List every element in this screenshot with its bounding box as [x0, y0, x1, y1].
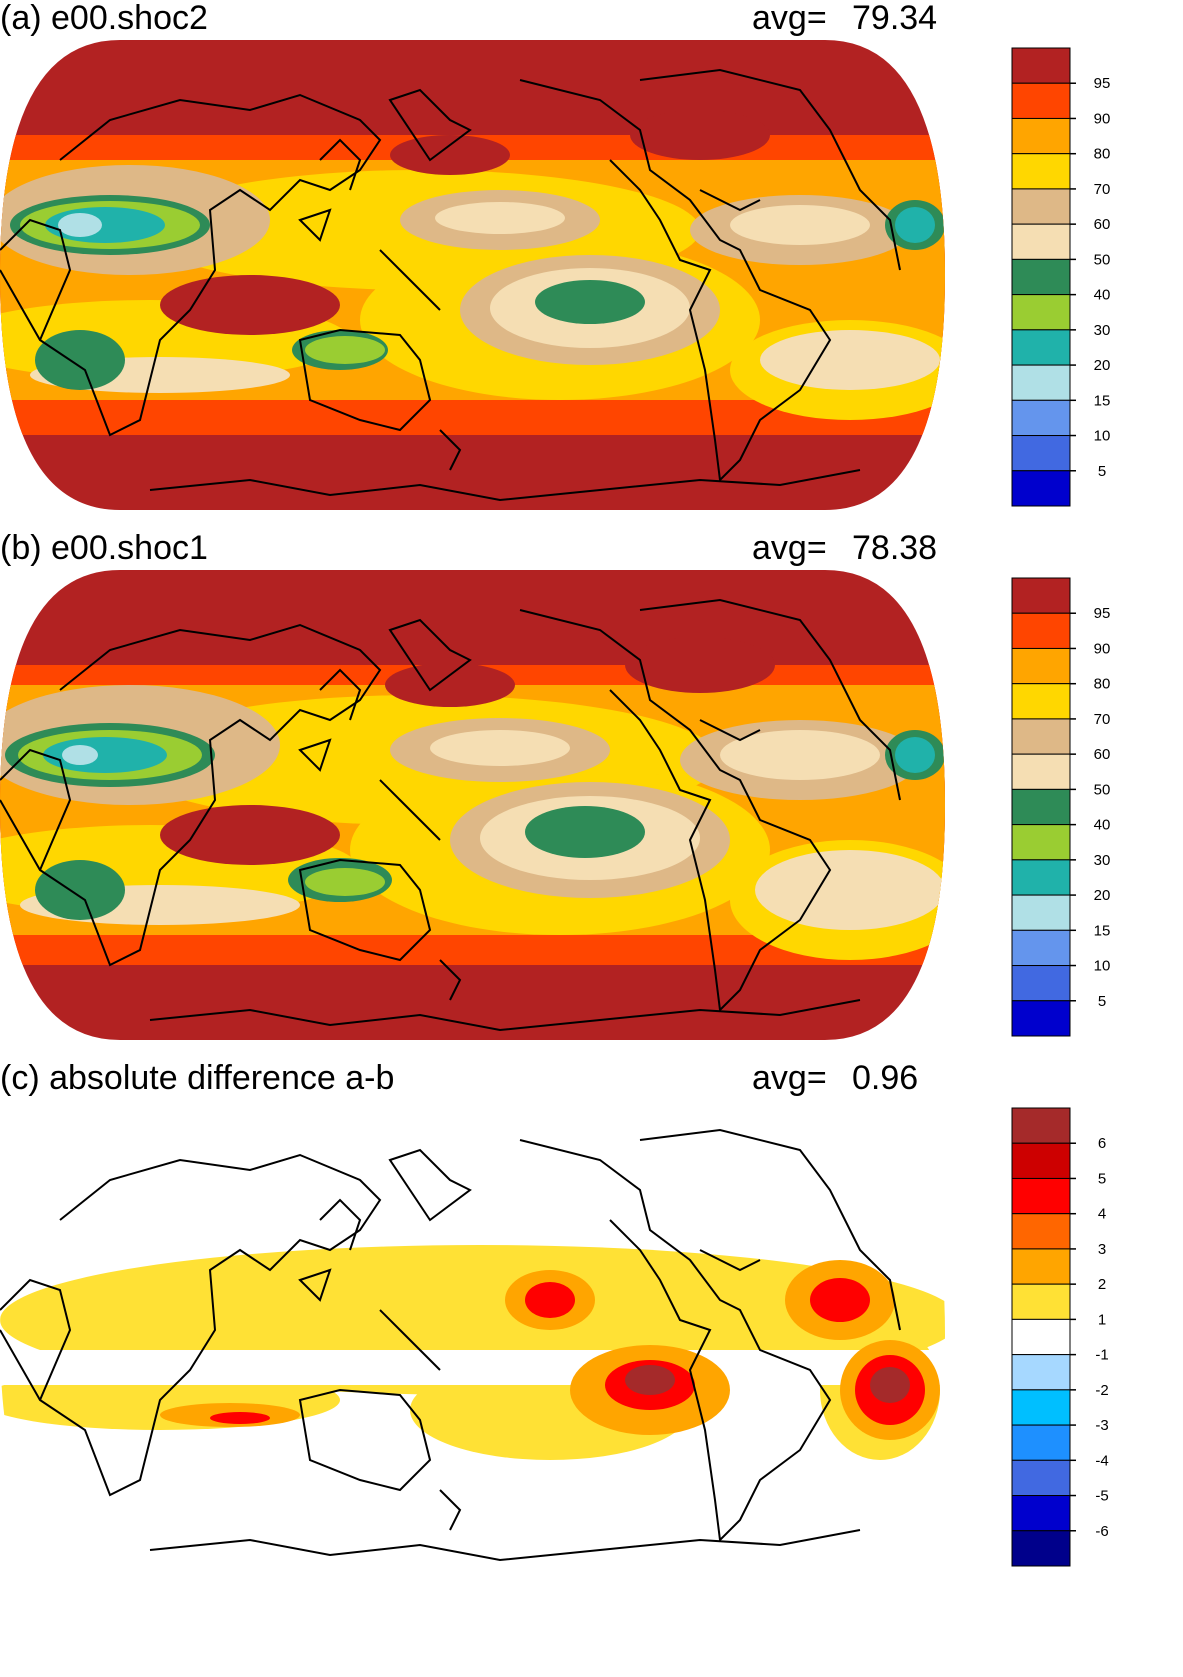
world-map: [0, 570, 945, 1040]
colorbar-swatch: [1011, 1530, 1071, 1567]
colorbar-swatch: [1011, 1354, 1071, 1391]
avg-label: avg=: [752, 529, 827, 567]
colorbar-swatch: [1011, 1389, 1071, 1426]
colorbar-swatch: [1011, 117, 1071, 155]
colorbar-swatch: [1011, 82, 1071, 119]
colorbar: 6 5 4 3 2 1 -1 -2 -3 -4 -5 -6: [1011, 1107, 1109, 1567]
avg-label: avg=: [752, 1059, 827, 1097]
colorbar-label: 5: [1098, 1170, 1106, 1187]
colorbar-label: 20: [1094, 887, 1111, 904]
colorbar-label: 30: [1094, 852, 1111, 869]
colorbar-swatch: [1011, 399, 1071, 437]
colorbar-label: 5: [1098, 463, 1106, 480]
colorbar-swatch: [1011, 153, 1071, 190]
colorbar-label: 95: [1094, 605, 1111, 622]
colorbar-label: 15: [1094, 392, 1111, 409]
colorbar-swatch: [1011, 1000, 1071, 1037]
colorbar-swatch: [1011, 329, 1071, 366]
colorbar-label: 15: [1094, 922, 1111, 939]
panel-title: (b) e00.shoc1: [0, 529, 208, 567]
colorbar-label: 95: [1094, 75, 1111, 92]
colorbar-swatch: [1011, 1318, 1071, 1356]
colorbar-label: 40: [1094, 817, 1111, 834]
colorbar-label: 20: [1094, 357, 1111, 374]
colorbar-label: 5: [1098, 993, 1106, 1010]
colorbar-swatch: [1011, 612, 1071, 649]
avg-value: 0.96: [852, 1059, 919, 1097]
colorbar-labels: 95 90 80 70 60 50 40 30 20 15 10 5: [1070, 75, 1110, 480]
colorbar-swatch: [1011, 188, 1071, 225]
avg-label: avg=: [752, 0, 827, 37]
colorbar-swatch: [1011, 223, 1071, 260]
colorbar-label: -3: [1095, 1417, 1108, 1434]
colorbar-swatch: [1011, 577, 1071, 614]
colorbar-labels: 6 5 4 3 2 1 -1 -2 -3 -4 -5 -6: [1070, 1135, 1109, 1540]
colorbar-label: 3: [1098, 1241, 1106, 1258]
colorbar-swatch: [1011, 683, 1071, 720]
colorbar-swatch: [1011, 1424, 1071, 1461]
colorbar-label: 50: [1094, 781, 1111, 798]
panel-c: (c) absolute difference a-b avg= 0.96: [0, 1060, 1183, 1590]
colorbar-swatch: [1011, 294, 1071, 331]
colorbar-label: 80: [1094, 146, 1111, 163]
colorbar-swatch: [1011, 435, 1071, 472]
avg-value: 78.38: [852, 529, 938, 567]
colorbar-labels: 95 90 80 70 60 50 40 30 20 15 10 5: [1070, 605, 1110, 1010]
colorbar-label: 10: [1094, 958, 1111, 975]
colorbar-swatch: [1011, 1459, 1071, 1497]
colorbar-swatch: [1011, 824, 1071, 861]
colorbar-swatch: [1011, 647, 1071, 685]
colorbar-swatch: [1011, 1142, 1071, 1179]
colorbar-label: 2: [1098, 1276, 1106, 1293]
colorbar-swatch: [1011, 965, 1071, 1002]
world-map: [0, 1100, 945, 1570]
world-map: [0, 40, 945, 510]
colorbar-label: 60: [1094, 216, 1111, 233]
colorbar-swatch: [1011, 47, 1071, 84]
colorbar-label: 4: [1098, 1206, 1106, 1223]
colorbar-swatches: [1011, 577, 1071, 1037]
colorbar-swatches: [1011, 1107, 1071, 1567]
colorbar-label: 70: [1094, 181, 1111, 198]
colorbar-label: 6: [1098, 1135, 1106, 1152]
colorbar-label: 30: [1094, 322, 1111, 339]
colorbar-label: 90: [1094, 110, 1111, 127]
colorbar-swatch: [1011, 470, 1071, 507]
colorbar: 95 90 80 70 60 50 40 30 20 15 10 5: [1011, 577, 1110, 1037]
colorbar-label: -2: [1095, 1382, 1108, 1399]
panel-title: (a) e00.shoc2: [0, 0, 208, 37]
colorbar-swatches: [1011, 47, 1071, 507]
colorbar-label: 10: [1094, 428, 1111, 445]
colorbar-label: 80: [1094, 676, 1111, 693]
colorbar-swatch: [1011, 859, 1071, 896]
colorbar-label: 60: [1094, 746, 1111, 763]
colorbar: 95 90 80 70 60 50 40 30 20 15 10 5: [1011, 47, 1110, 507]
colorbar-swatch: [1011, 1213, 1071, 1250]
colorbar-swatch: [1011, 1107, 1071, 1144]
colorbar-label: 40: [1094, 287, 1111, 304]
panel-title: (c) absolute difference a-b: [0, 1059, 395, 1097]
colorbar-label: -4: [1095, 1452, 1108, 1469]
colorbar-label: 70: [1094, 711, 1111, 728]
colorbar-swatch: [1011, 1248, 1071, 1285]
colorbar-swatch: [1011, 718, 1071, 755]
colorbar-label: -5: [1095, 1488, 1108, 1505]
colorbar-label: -6: [1095, 1523, 1108, 1540]
colorbar-swatch: [1011, 788, 1071, 826]
colorbar-swatch: [1011, 364, 1071, 401]
colorbar-swatch: [1011, 1177, 1071, 1215]
colorbar-swatch: [1011, 753, 1071, 790]
colorbar-swatch: [1011, 258, 1071, 296]
colorbar-swatch: [1011, 894, 1071, 931]
colorbar-label: -1: [1095, 1347, 1108, 1364]
colorbar-label: 50: [1094, 251, 1111, 268]
colorbar-swatch: [1011, 1283, 1071, 1320]
panel-a: (a) e00.shoc2 avg= 79.34: [0, 0, 1183, 530]
colorbar-label: 90: [1094, 640, 1111, 657]
colorbar-label: 1: [1098, 1311, 1106, 1328]
panel-b: (b) e00.shoc1 avg= 78.38: [0, 530, 1183, 1060]
colorbar-swatch: [1011, 1495, 1071, 1532]
colorbar-swatch: [1011, 929, 1071, 967]
avg-value: 79.34: [852, 0, 938, 37]
